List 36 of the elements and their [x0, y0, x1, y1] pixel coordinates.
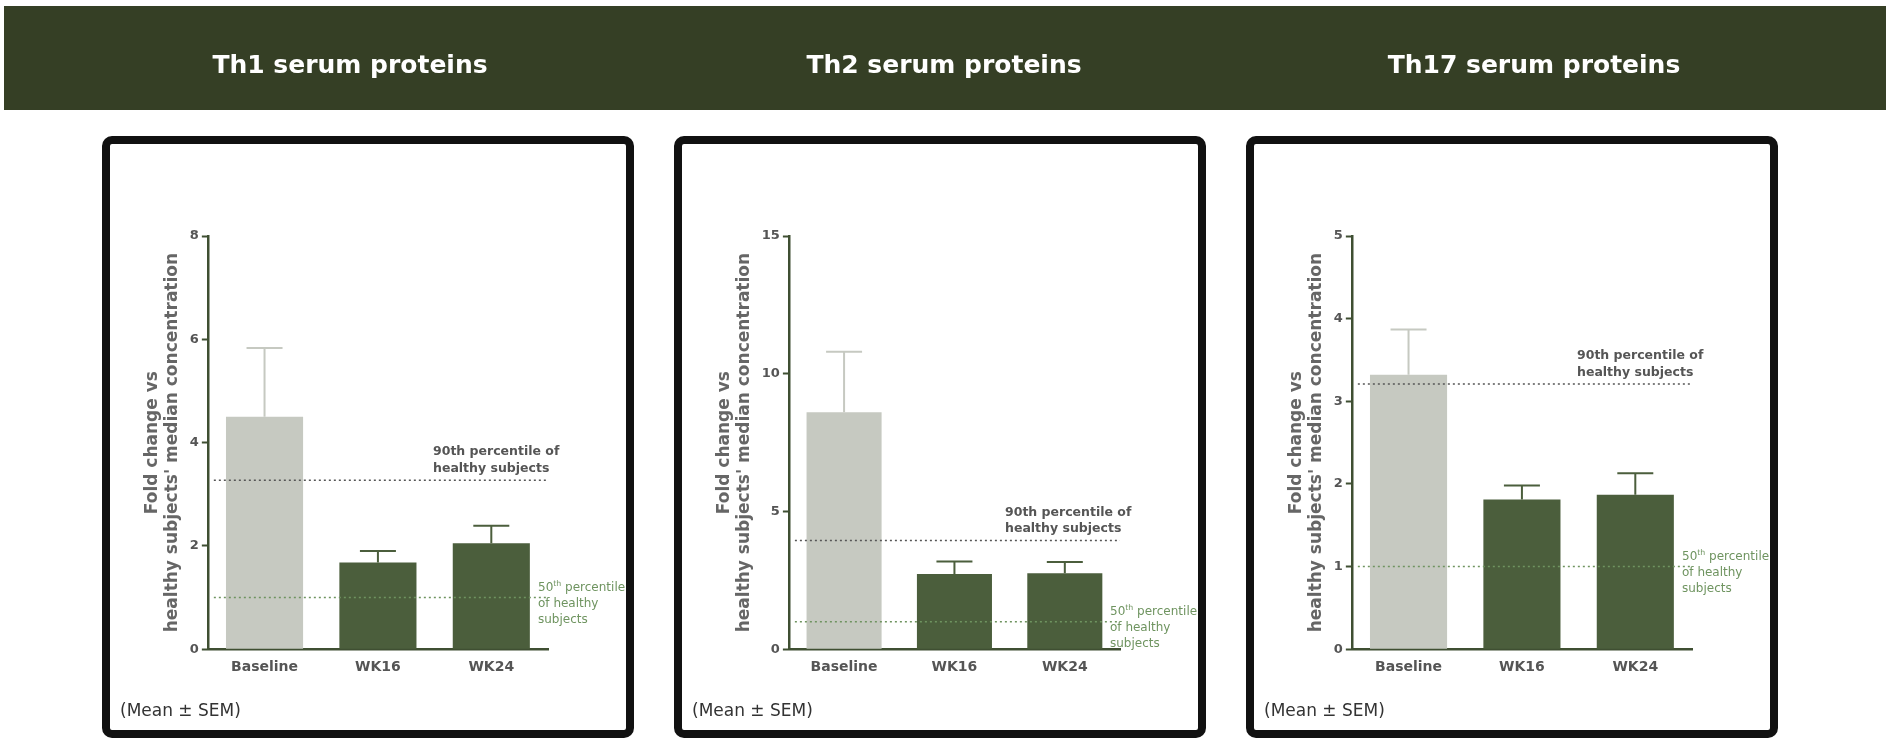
ref-line-label: 90th percentile of healthy subjects [433, 443, 560, 476]
text: (Mean ± SEM) [692, 700, 813, 720]
y-tick-label: 0 [770, 640, 780, 656]
y-tick-label: 1 [1333, 557, 1343, 573]
ref-line-label: 90th percentile of healthy subjects [1005, 503, 1132, 536]
y-tick-label: 2 [189, 537, 199, 553]
x-tick-label: Baseline [231, 658, 299, 675]
y-tick-label: 0 [1333, 640, 1343, 656]
x-tick-label: Baseline [1375, 658, 1443, 675]
text: (Mean ± SEM) [120, 700, 241, 720]
x-tick-label: WK24 [468, 658, 515, 675]
ref-line-label: 90th percentile of healthy subjects [1577, 347, 1704, 379]
y-tick-label: 5 [770, 502, 780, 518]
y-tick-label: 15 [761, 227, 780, 243]
y-tick-label: 8 [189, 227, 199, 243]
chart-title: Th1 serum proteins [211, 50, 489, 79]
y-tick-label: 10 [761, 365, 780, 381]
x-tick-label: WK24 [1612, 658, 1659, 675]
x-tick-label: WK24 [1041, 658, 1088, 675]
y-tick-label: 5 [1333, 227, 1343, 243]
y-tick-label: 3 [1333, 392, 1343, 408]
y-axis-title: Fold change vs healthy subjects' median concentration [1284, 252, 1326, 633]
y-axis-title: Fold change vs healthy subjects' median concentration [140, 252, 182, 633]
chart-title: Th17 serum proteins [1386, 50, 1682, 79]
x-tick-label: WK16 [931, 658, 978, 675]
y-tick-label: 2 [1333, 475, 1343, 491]
text: (Mean ± SEM) [1264, 700, 1385, 720]
y-axis-title: Fold change vs healthy subjects' median concentration [712, 252, 754, 633]
y-tick-label: 6 [189, 330, 199, 346]
y-tick-label: 4 [189, 433, 199, 449]
x-tick-label: WK16 [355, 658, 401, 675]
y-tick-label: 0 [189, 640, 199, 656]
x-tick-label: WK16 [1499, 658, 1545, 675]
chart-title: Th2 serum proteins [805, 50, 1083, 79]
x-tick-label: Baseline [810, 658, 878, 675]
y-tick-label: 4 [1333, 310, 1343, 326]
